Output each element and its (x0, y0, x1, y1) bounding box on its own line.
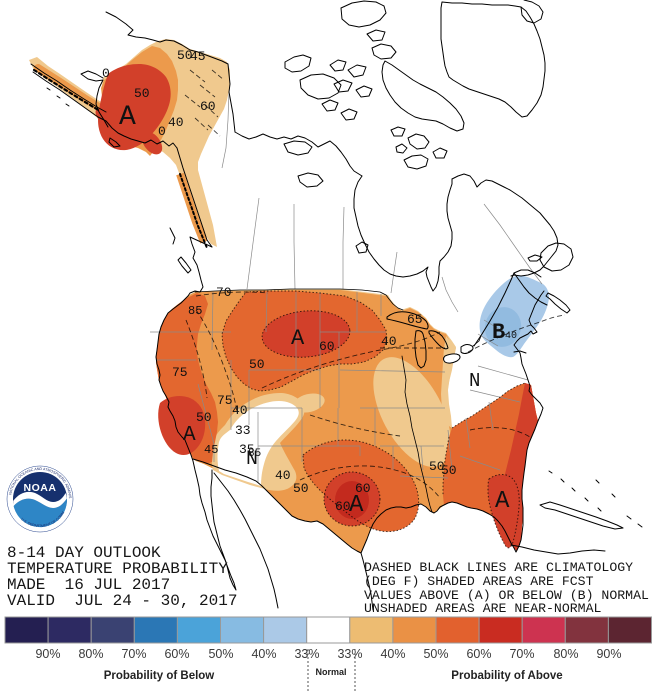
svg-text:DASHED BLACK LINES ARE CLIMATO: DASHED BLACK LINES ARE CLIMATOLOGY (364, 560, 633, 575)
svg-text:Probability of Below: Probability of Below (104, 670, 215, 682)
svg-text:40: 40 (505, 331, 517, 342)
svg-text:N: N (469, 370, 480, 392)
svg-text:Probability of Above: Probability of Above (451, 670, 562, 682)
svg-text:45: 45 (190, 49, 206, 64)
svg-text:A: A (349, 492, 364, 519)
svg-text:85: 85 (188, 304, 202, 318)
svg-text:N: N (246, 448, 258, 471)
svg-text:50: 50 (196, 410, 212, 425)
svg-text:50: 50 (293, 481, 309, 496)
svg-text:75: 75 (217, 393, 233, 408)
svg-text:33%: 33% (337, 647, 362, 661)
svg-text:50%: 50% (423, 647, 448, 661)
svg-text:50: 50 (429, 459, 445, 474)
svg-text:45: 45 (204, 443, 218, 457)
svg-text:A: A (183, 424, 196, 447)
svg-text:35: 35 (239, 442, 255, 457)
svg-text:50: 50 (134, 86, 150, 101)
svg-text:UNSHADED AREAS ARE NEAR-NORMAL: UNSHADED AREAS ARE NEAR-NORMAL (364, 601, 601, 616)
svg-text:60: 60 (319, 339, 335, 354)
svg-text:40%: 40% (380, 647, 405, 661)
svg-text:A: A (291, 326, 305, 351)
svg-text:65: 65 (407, 312, 423, 327)
svg-text:NOAA: NOAA (24, 482, 57, 494)
svg-text:75: 75 (172, 365, 188, 380)
svg-text:60: 60 (200, 99, 216, 114)
svg-text:70: 70 (216, 285, 232, 300)
svg-text:50: 50 (441, 463, 457, 478)
svg-text:50: 50 (249, 357, 265, 372)
svg-text:8-14 DAY OUTLOOK: 8-14 DAY OUTLOOK (7, 544, 161, 562)
svg-text:80%: 80% (553, 647, 578, 661)
svg-text:0: 0 (158, 124, 166, 139)
svg-text:(DEG F) SHADED AREAS ARE FCST: (DEG F) SHADED AREAS ARE FCST (364, 574, 594, 589)
svg-text:85: 85 (248, 448, 261, 460)
svg-text:B: B (492, 320, 505, 345)
svg-text:70%: 70% (121, 647, 146, 661)
svg-text:0: 0 (102, 66, 110, 81)
svg-text:60: 60 (355, 481, 371, 496)
svg-text:70%: 70% (509, 647, 534, 661)
svg-text:VALUES ABOVE (A) OR BELOW (B): VALUES ABOVE (A) OR BELOW (B) NORMAL (364, 588, 649, 603)
svg-text:90%: 90% (35, 647, 60, 661)
svg-text:60: 60 (335, 499, 351, 514)
svg-text:50: 50 (177, 48, 193, 63)
svg-text:33: 33 (235, 423, 251, 438)
svg-text:50%: 50% (208, 647, 233, 661)
svg-text:VALID JUL 24 - 30, 2017: VALID JUL 24 - 30, 2017 (7, 592, 237, 610)
svg-text:40%: 40% (251, 647, 276, 661)
svg-text:40: 40 (381, 334, 397, 349)
svg-text:Normal: Normal (315, 667, 346, 677)
svg-text:MADE 16 JUL 2017: MADE 16 JUL 2017 (7, 576, 170, 594)
svg-text:60%: 60% (164, 647, 189, 661)
svg-text:33%: 33% (294, 647, 319, 661)
svg-text:80%: 80% (78, 647, 103, 661)
svg-text:60%: 60% (466, 647, 491, 661)
svg-text:90%: 90% (596, 647, 621, 661)
svg-text:A: A (495, 488, 510, 515)
svg-text:40: 40 (275, 468, 291, 483)
svg-text:40: 40 (232, 403, 248, 418)
svg-text:TEMPERATURE PROBABILITY: TEMPERATURE PROBABILITY (7, 560, 228, 578)
svg-text:A: A (119, 102, 136, 133)
svg-text:40: 40 (168, 115, 184, 130)
